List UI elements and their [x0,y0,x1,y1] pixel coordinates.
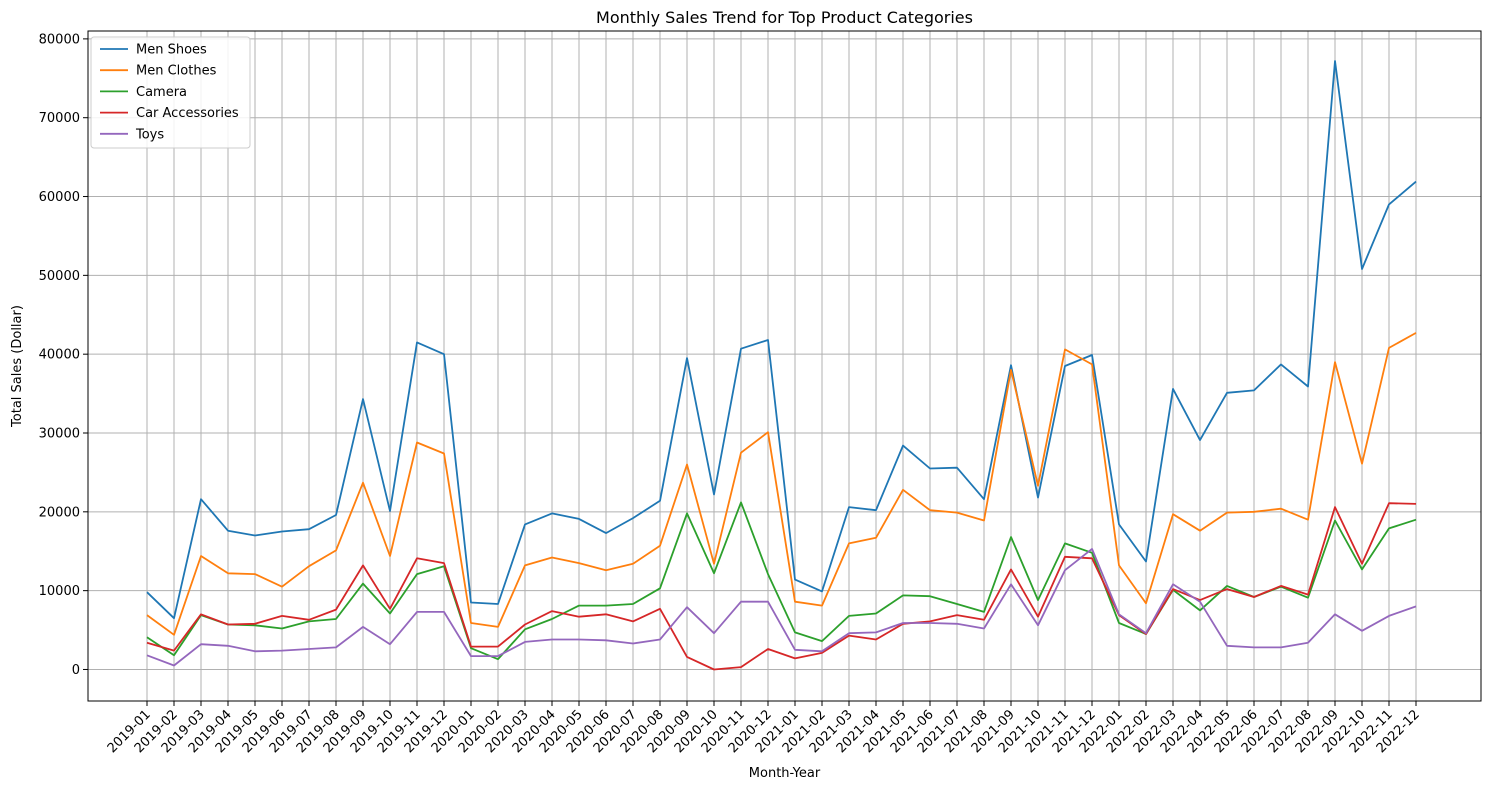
y-axis-title: Total Sales (Dollar) [10,305,25,428]
legend-label: Car Accessories [136,106,239,121]
y-tick-label: 40000 [39,348,80,363]
series-line-camera [146,501,1417,661]
x-axis-title: Month-Year [749,766,821,781]
series-line-toys [146,548,1417,667]
series-line-car-accessories [146,502,1417,671]
y-tick-label: 20000 [39,505,80,520]
x-axis: 2019-012019-022019-032019-042019-052019-… [105,701,1423,756]
y-tick-label: 30000 [39,427,80,442]
legend-label: Toys [135,127,164,142]
legend-label: Men Clothes [136,64,217,79]
series-lines [146,60,1417,671]
legend-box [90,36,251,149]
y-tick-label: 10000 [39,584,80,599]
y-tick-label: 80000 [39,32,80,47]
y-tick-label: 50000 [39,269,80,284]
plot-frame [87,30,1482,702]
chart-title: Monthly Sales Trend for Top Product Cate… [596,8,973,27]
y-tick-label: 60000 [39,190,80,205]
y-axis: 0 10000 20000 30000 40000 50000 60000 70000 8000… [39,32,88,678]
y-tick-label: 0 [72,663,80,678]
legend: Men Shoes Men Clothes Camera Car Accessorie… [90,36,251,149]
y-tick-label: 70000 [39,111,80,126]
legend-label: Camera [136,85,187,100]
series-line-men-clothes [146,332,1417,636]
series-line-men-shoes [146,60,1417,620]
legend-label: Men Shoes [136,43,207,58]
grid [88,31,1481,701]
